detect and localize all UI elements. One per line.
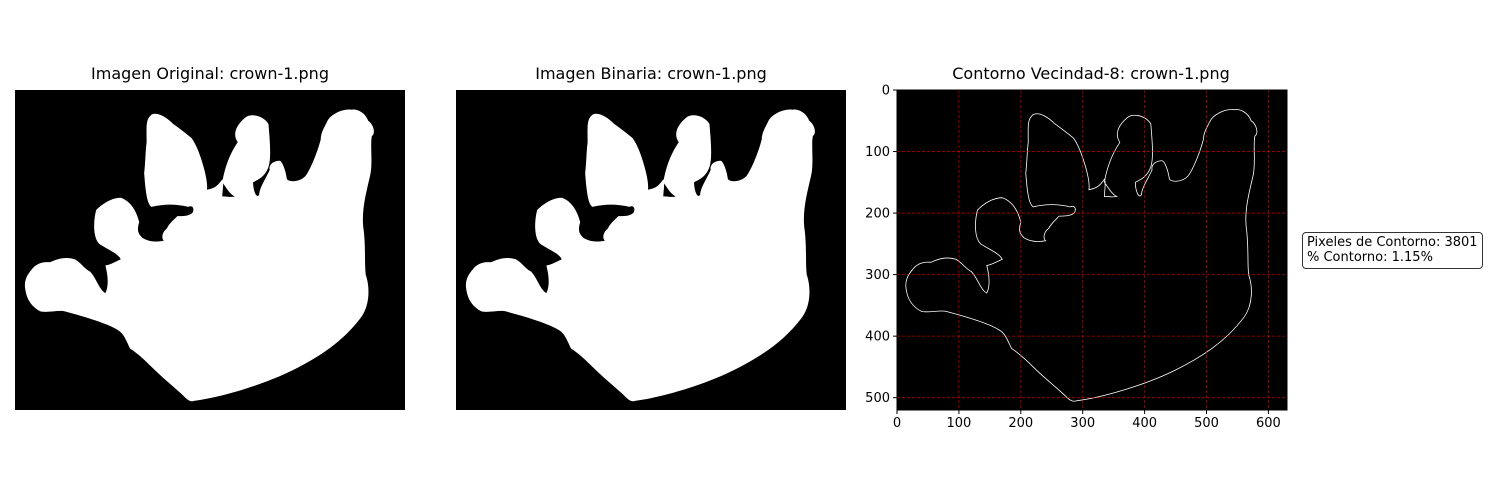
y-tick-label: 300 [865,268,890,283]
y-tick-label: 400 [865,330,890,345]
binary-image-title: Imagen Binaria: crown-1.png [535,64,767,83]
contour-line [905,109,1258,402]
contour-pixels-text: Pixeles de Contorno: 3801 [1307,235,1478,250]
binary-image [456,90,846,410]
y-tick-label: 200 [865,207,890,222]
x-tick-label: 100 [946,416,971,430]
x-tick-label: 600 [1256,416,1281,430]
contour-image-title: Contorno Vecindad-8: crown-1.png [952,64,1230,83]
y-tick-label: 0 [882,84,890,99]
x-tick-label: 400 [1132,416,1157,430]
contour-line-group [905,109,1258,402]
contour-background [897,90,1287,410]
contour-info-box: Pixeles de Contorno: 3801 % Contorno: 1.… [1302,232,1483,269]
contour-percent-text: % Contorno: 1.15% [1307,250,1433,265]
plot-frame [896,89,1288,411]
x-tick-label: 300 [1070,416,1095,430]
y-tick-label: 500 [865,391,890,406]
contour-plot: 0 100 200 300 400 500 600 0 100 200 300 400 500 [865,84,1288,430]
x-tick-label: 500 [1194,416,1219,430]
x-tick-label: 200 [1008,416,1033,430]
x-tick-label: 0 [893,416,901,430]
original-image-title: Imagen Original: crown-1.png [91,64,329,83]
original-image [15,90,405,410]
y-tick-label: 100 [865,145,890,160]
